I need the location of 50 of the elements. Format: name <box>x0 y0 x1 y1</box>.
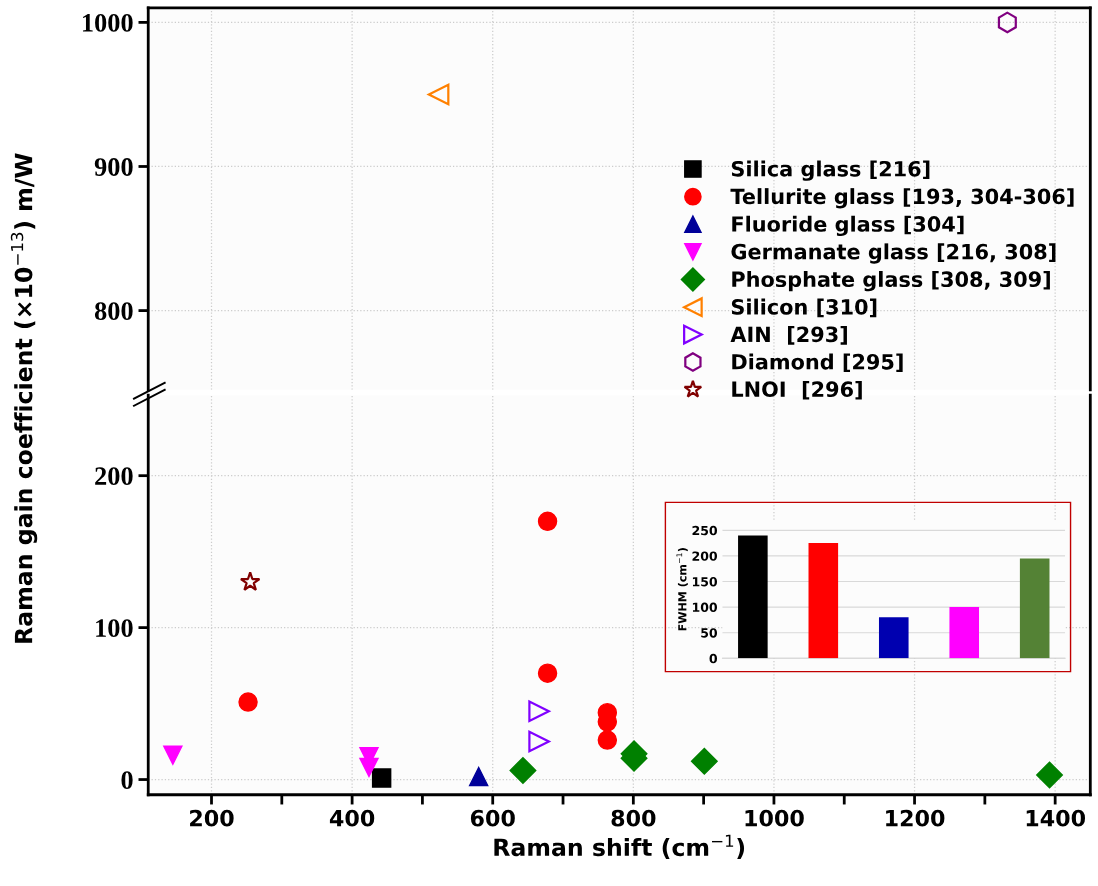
y-tick-label: 250 <box>692 525 718 536</box>
legend-label: AIN [293] <box>730 326 847 345</box>
y-tick-label: 0 <box>121 771 133 789</box>
point <box>690 747 718 775</box>
y-tick-label: 100 <box>692 602 718 613</box>
y-tick-label: 100 <box>96 619 133 638</box>
bar <box>878 617 909 659</box>
point <box>509 756 537 784</box>
bar <box>808 543 839 659</box>
y-tick-label: 200 <box>95 467 133 486</box>
legend-label: Tellurite glass [193, 304-306] <box>730 188 1074 209</box>
y-tick-label: 150 <box>692 576 718 587</box>
y-tick-label: 1000 <box>82 13 133 32</box>
bar <box>738 535 768 659</box>
point <box>537 663 558 683</box>
point <box>537 511 558 531</box>
y-tick-label: 200 <box>692 551 718 561</box>
x-tick-label: 1000 <box>745 809 804 827</box>
point <box>238 692 258 712</box>
legend-label: Germanate glass [216, 308] <box>731 243 1056 264</box>
legend-label: Fluoride glass [304] <box>732 215 964 237</box>
point <box>359 757 379 778</box>
bar <box>949 607 980 659</box>
point <box>1036 761 1063 789</box>
legend-label: Silica glass [216] <box>731 160 930 181</box>
x-tick-label: 400 <box>329 809 375 827</box>
point <box>468 766 489 787</box>
y-tick-label: 800 <box>94 302 133 320</box>
y-axis-title: FWHM (cm$^{−1}$) <box>676 548 688 631</box>
point <box>528 730 550 753</box>
x-tick-label: 600 <box>470 809 515 827</box>
point <box>528 700 550 723</box>
x-tick-label: 800 <box>611 809 656 827</box>
y-tick-label: 0 <box>709 653 718 664</box>
point <box>597 730 618 750</box>
x-tick-label: 200 <box>190 809 234 827</box>
x-axis-title: Raman shift (cm$^{−1}$) <box>494 834 745 859</box>
y-tick-label: 50 <box>701 628 718 638</box>
point <box>163 745 183 765</box>
point <box>371 768 392 788</box>
legend-label: Phosphate glass [308, 309] <box>732 270 1050 292</box>
legend-label: Silicon [310] <box>731 298 877 318</box>
x-tick-label: 1200 <box>886 809 945 827</box>
legend-label: LNOI [296] <box>732 380 862 400</box>
bar <box>1019 558 1050 659</box>
point <box>239 571 261 592</box>
y-tick-label: 900 <box>94 158 133 176</box>
y-axis-title: Raman gain coefficient (×10$^{−13}$) m/W <box>10 153 38 643</box>
legend-label: Diamond [295] <box>732 353 903 373</box>
x-tick-label: 1400 <box>1026 809 1086 827</box>
